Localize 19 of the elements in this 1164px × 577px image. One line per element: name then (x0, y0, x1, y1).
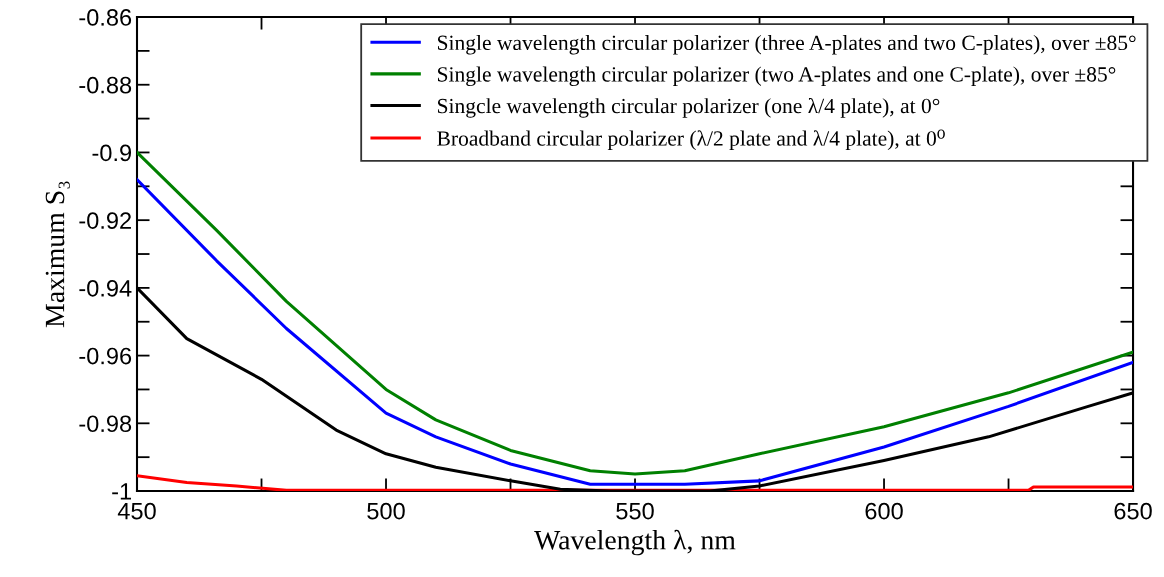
y-tick-label: -1 (112, 483, 131, 500)
legend-label: Single wavelength circular polarizer (three A-plates and two C-plates), over ±85° (437, 34, 1136, 55)
y-tick-label: -0.96 (79, 347, 132, 365)
legend-label: Single wavelength circular polarizer (two A-plates and one C-plate), over ±85° (437, 66, 1116, 87)
y-axis-title: Maximum S₃ (45, 181, 70, 328)
x-axis-title: Wavelength λ, nm (534, 529, 736, 556)
x-tick-label: 450 (117, 502, 156, 520)
x-tick-label: 500 (367, 502, 405, 520)
x-tick-label: 600 (865, 502, 903, 520)
y-tick-label: -0.92 (79, 212, 131, 229)
y-tick-label: -0.9 (92, 144, 132, 162)
x-tick-label: 550 (616, 502, 654, 520)
legend-label: Broadband circular polarizer (λ/2 plate and λ/4 plate), at 0⁰ (437, 129, 945, 151)
x-tick-label: 650 (1114, 502, 1152, 520)
y-tick-label: -0.86 (79, 9, 132, 26)
legend-label: Singcle wavelength circular polarizer (one λ/4 plate), at 0° (437, 97, 940, 118)
y-tick-label: -0.88 (79, 76, 132, 94)
y-tick-label: -0.94 (79, 279, 132, 297)
y-tick-label: -0.98 (79, 415, 132, 433)
